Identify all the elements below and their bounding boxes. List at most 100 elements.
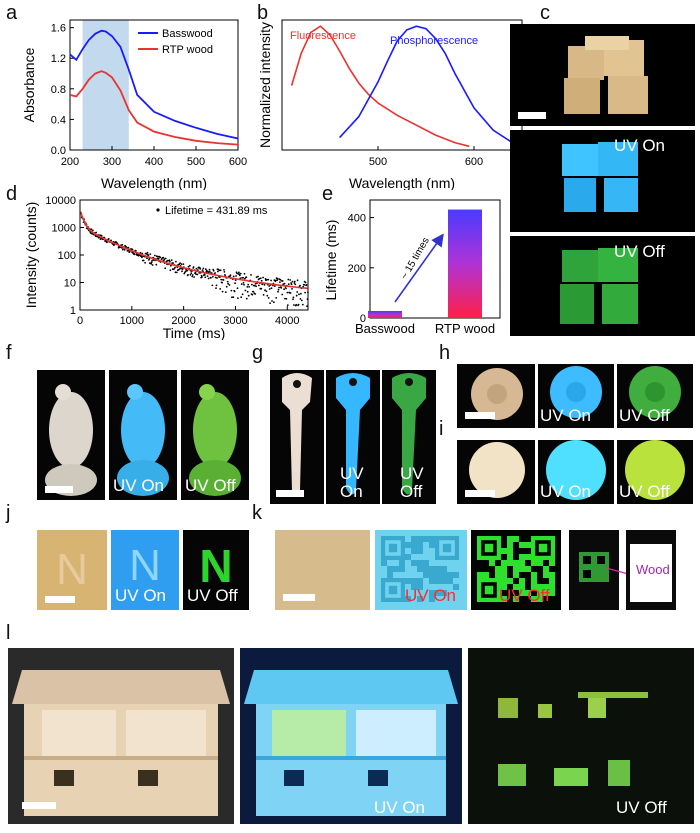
data-point bbox=[201, 269, 204, 271]
data-point bbox=[295, 303, 298, 306]
data-point bbox=[268, 288, 271, 290]
caption-uv-on: UV On bbox=[540, 406, 592, 425]
qr-module bbox=[429, 566, 435, 572]
chart-normalized-intensity: 500 600 Fluorescence Phosphorescence Wave… bbox=[257, 19, 523, 190]
qr-module bbox=[495, 572, 501, 578]
x-tick-label: 0 bbox=[77, 315, 83, 327]
data-point bbox=[221, 290, 224, 293]
qr-module bbox=[489, 560, 495, 566]
x-tick-label: 500 bbox=[187, 156, 205, 168]
svg-text:N: N bbox=[56, 545, 88, 594]
qr-module bbox=[543, 566, 549, 572]
photo-flower-uv-on: UV On bbox=[538, 364, 614, 428]
data-point bbox=[276, 279, 278, 282]
data-point bbox=[174, 266, 176, 269]
data-point bbox=[164, 257, 167, 260]
data-point bbox=[277, 290, 279, 293]
qr-module bbox=[411, 584, 417, 590]
qr-module bbox=[501, 584, 507, 590]
data-point bbox=[204, 268, 207, 271]
data-point bbox=[227, 282, 230, 285]
data-point bbox=[291, 280, 294, 283]
qr-module bbox=[423, 572, 429, 578]
qr-module bbox=[531, 584, 537, 590]
data-point bbox=[300, 299, 303, 302]
data-point bbox=[262, 276, 264, 279]
caption-uv-on: UV On bbox=[614, 136, 666, 155]
data-point bbox=[233, 290, 236, 293]
photo-n-uv-off: N UV Off bbox=[183, 530, 249, 610]
qr-module bbox=[405, 542, 411, 548]
qr-module bbox=[453, 572, 459, 578]
panel-label-a: a bbox=[6, 2, 18, 24]
data-point bbox=[157, 255, 160, 258]
qr-module bbox=[417, 560, 423, 566]
data-point bbox=[246, 290, 249, 293]
qr-module bbox=[531, 578, 537, 584]
caption-uv-on: UV On bbox=[115, 586, 167, 605]
photo-sphere-uv-on: UV On bbox=[538, 440, 614, 504]
data-point bbox=[245, 276, 248, 278]
data-point bbox=[275, 297, 278, 299]
qr-module bbox=[405, 578, 411, 584]
bar-basswood bbox=[368, 310, 402, 318]
data-point bbox=[214, 272, 217, 274]
qr-finder-core bbox=[538, 543, 548, 553]
photo-rooster-uv-on: UV On bbox=[109, 370, 177, 500]
data-point bbox=[170, 259, 173, 261]
data-point bbox=[209, 271, 211, 273]
qr-module bbox=[429, 572, 435, 578]
data-point bbox=[254, 282, 257, 285]
qr-module bbox=[507, 560, 513, 566]
data-point bbox=[146, 251, 149, 254]
phone-screen bbox=[630, 544, 672, 602]
data-point bbox=[222, 279, 225, 281]
qr-module bbox=[441, 578, 447, 584]
qr-module bbox=[411, 578, 417, 584]
data-point bbox=[240, 283, 243, 285]
data-point bbox=[162, 256, 165, 259]
data-point bbox=[181, 270, 183, 273]
panel-label-i: i bbox=[439, 418, 444, 440]
chart-decay: 0 1000 2000 3000 4000 1 10 100 1000 10000 Lifetim… bbox=[23, 195, 309, 340]
qr-module bbox=[501, 566, 507, 572]
x-axis-label: Wavelength (nm) bbox=[349, 175, 455, 190]
caption-uv-on: UV On bbox=[113, 476, 165, 495]
caption-uv-off: UV Off bbox=[499, 586, 550, 605]
y-axis-label: Intensity (counts) bbox=[23, 202, 39, 309]
qr-module bbox=[543, 584, 549, 590]
data-point bbox=[223, 269, 225, 271]
data-point bbox=[278, 286, 280, 289]
data-point bbox=[281, 280, 284, 282]
photo-dollhouse-uv-on: UV On bbox=[240, 648, 462, 824]
data-point bbox=[221, 281, 224, 284]
data-point bbox=[142, 259, 145, 262]
y-tick-label: 0.4 bbox=[51, 114, 66, 126]
data-point bbox=[286, 291, 289, 294]
data-point bbox=[155, 255, 158, 258]
data-point bbox=[151, 264, 154, 266]
data-point bbox=[169, 269, 172, 272]
qr-module bbox=[483, 572, 489, 578]
caption-uv-off: UV Off bbox=[616, 798, 667, 817]
qr-module bbox=[423, 566, 429, 572]
caption-uv-off: UV Off bbox=[185, 476, 236, 495]
data-point bbox=[247, 294, 250, 297]
data-point bbox=[284, 297, 286, 300]
data-point bbox=[304, 291, 306, 294]
data-point bbox=[164, 267, 167, 270]
data-point bbox=[240, 296, 243, 299]
data-point bbox=[234, 282, 237, 285]
data-point bbox=[279, 281, 281, 283]
highlight-band bbox=[82, 20, 129, 150]
data-point bbox=[297, 303, 300, 306]
data-point bbox=[180, 263, 183, 265]
data-point bbox=[121, 248, 124, 251]
qr-finder-core bbox=[388, 585, 398, 595]
series-basswood bbox=[69, 29, 239, 140]
data-point bbox=[255, 276, 258, 279]
data-point bbox=[167, 259, 169, 262]
qr-module bbox=[519, 542, 525, 548]
data-point bbox=[292, 298, 294, 301]
data-point bbox=[193, 276, 196, 278]
